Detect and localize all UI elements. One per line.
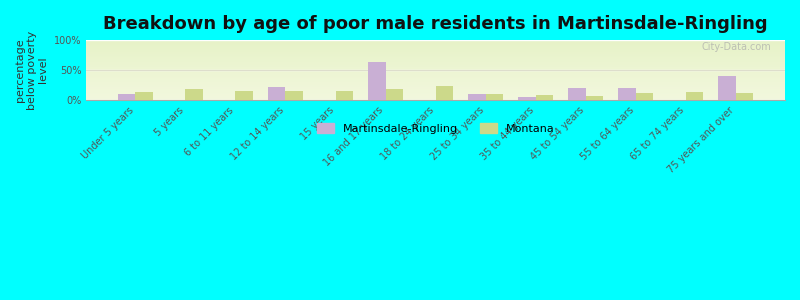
Bar [335, 91, 353, 100]
Text: City-Data.com: City-Data.com [702, 42, 771, 52]
Bar [118, 94, 135, 100]
Bar [235, 91, 253, 100]
Bar [135, 92, 153, 100]
Bar [586, 96, 603, 100]
Legend: Martinsdale-Ringling, Montana: Martinsdale-Ringling, Montana [313, 118, 558, 138]
Bar [286, 91, 303, 100]
Bar [636, 93, 653, 100]
Bar [618, 88, 636, 100]
Bar [518, 97, 536, 100]
Y-axis label: percentage
below poverty
level: percentage below poverty level [15, 31, 48, 110]
Bar [186, 89, 203, 100]
Bar [435, 86, 453, 100]
Bar [486, 94, 503, 100]
Bar [718, 76, 736, 100]
Bar [468, 94, 486, 100]
Bar [368, 62, 386, 100]
Bar [736, 93, 754, 100]
Bar [536, 95, 553, 100]
Bar [686, 92, 703, 100]
Bar [568, 88, 586, 100]
Bar [268, 87, 286, 100]
Title: Breakdown by age of poor male residents in Martinsdale-Ringling: Breakdown by age of poor male residents … [103, 15, 768, 33]
Bar [386, 89, 403, 100]
